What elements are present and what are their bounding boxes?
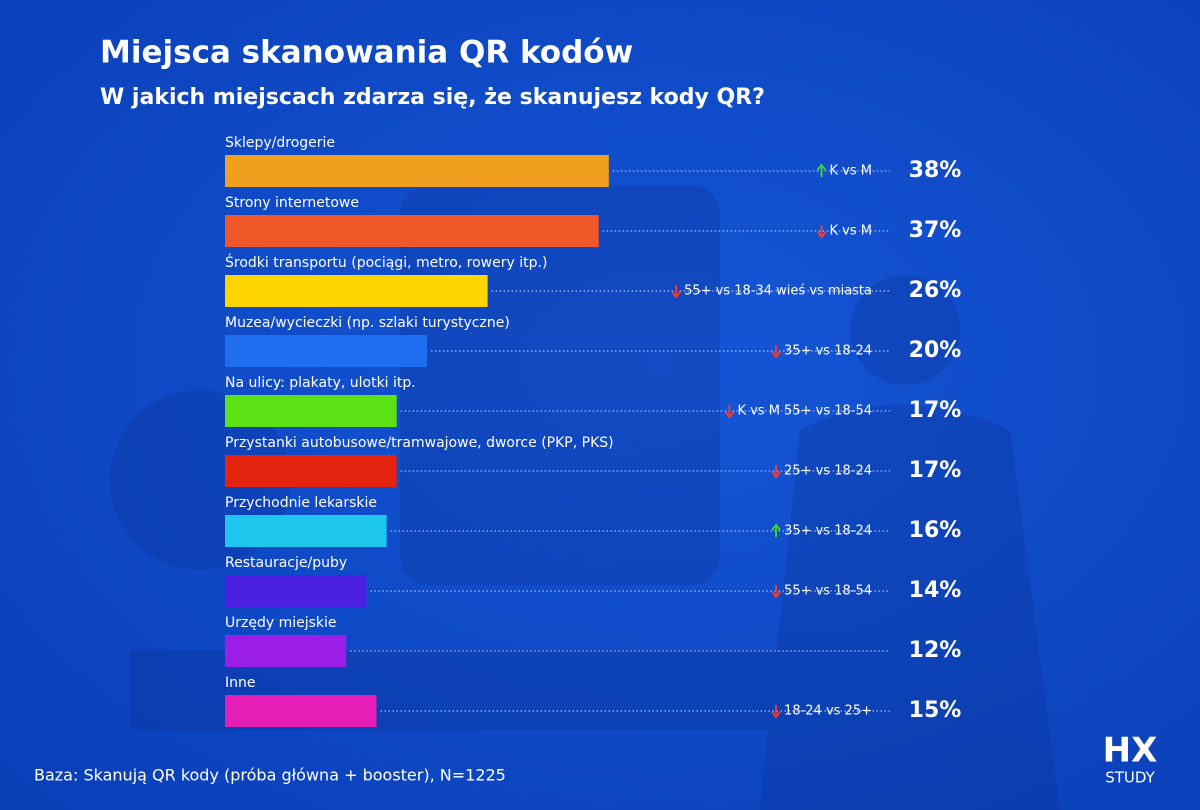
value-label: 26%	[909, 278, 962, 303]
note: K vs M 55+ vs 18-54	[737, 404, 872, 419]
category-label: Przychodnie lekarskie	[225, 495, 377, 511]
footnote: Baza: Skanują QR kody (próba główna + bo…	[34, 766, 506, 785]
bar	[225, 215, 599, 247]
note: 55+ vs 18-34 wieś vs miasta	[684, 284, 872, 299]
note: 18-24 vs 25+	[784, 704, 872, 719]
bar	[225, 635, 347, 667]
bar	[225, 155, 609, 187]
bar	[225, 395, 397, 427]
category-label: Inne	[225, 675, 256, 691]
category-label: Na ulicy: plakaty, ulotki itp.	[225, 375, 416, 391]
note-arrowhead	[771, 591, 781, 599]
bar	[225, 455, 397, 487]
value-label: 17%	[909, 398, 962, 423]
note-arrowhead	[671, 291, 681, 299]
note: K vs M	[830, 224, 872, 239]
value-label: 12%	[909, 638, 962, 663]
value-label: 20%	[909, 338, 962, 363]
category-label: Strony internetowe	[225, 195, 359, 211]
value-label: 37%	[909, 218, 962, 243]
category-label: Środki transportu (pociągi, metro, rower…	[225, 253, 547, 271]
title: Miejsca skanowania QR kodów	[100, 35, 633, 71]
note: 35+ vs 18-24	[784, 524, 872, 539]
background-illustration	[110, 185, 1060, 810]
subtitle: W jakich miejscach zdarza się, że skanuj…	[100, 85, 765, 110]
note-arrowhead	[816, 231, 827, 239]
note: K vs M	[830, 164, 872, 179]
note-arrowhead	[771, 471, 781, 479]
note: 25+ vs 18-24	[784, 464, 872, 479]
category-label: Sklepy/drogerie	[225, 135, 335, 151]
bar	[225, 335, 427, 367]
category-label: Restauracje/puby	[225, 555, 347, 571]
value-label: 15%	[909, 698, 962, 723]
note-arrowhead	[771, 711, 781, 719]
note-arrowhead	[771, 523, 781, 531]
category-label: Muzea/wycieczki (np. szlaki turystyczne)	[225, 315, 510, 331]
bar	[225, 575, 367, 607]
brand-name: HX	[1103, 731, 1158, 771]
value-label: 16%	[909, 518, 962, 543]
note: 35+ vs 18-24	[784, 344, 872, 359]
category-label: Urzędy miejskie	[225, 615, 337, 631]
category-label: Przystanki autobusowe/tramwajowe, dworce…	[225, 435, 614, 451]
bar	[225, 515, 387, 547]
bar	[225, 275, 488, 307]
value-label: 38%	[909, 158, 962, 183]
note: 55+ vs 18-54	[784, 584, 872, 599]
bar	[225, 695, 377, 727]
value-label: 17%	[909, 458, 962, 483]
value-label: 14%	[909, 578, 962, 603]
brand-tagline: STUDY	[1105, 769, 1155, 787]
note-arrowhead	[771, 351, 781, 359]
note-arrowhead	[724, 411, 735, 419]
note-arrowhead	[816, 163, 827, 171]
